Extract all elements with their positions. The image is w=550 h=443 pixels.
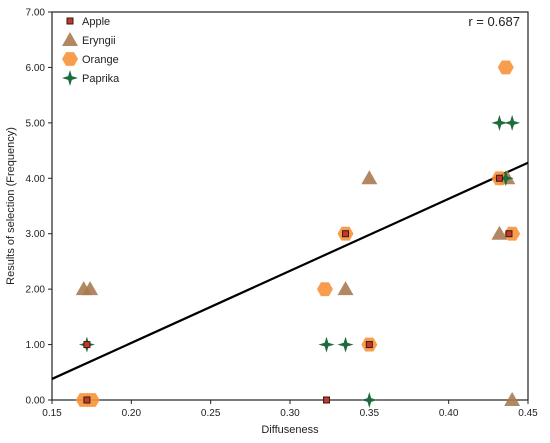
x-tick-label: 0.40	[439, 408, 459, 419]
y-axis: 0.00 1.00 2.00 3.00 4.00 5.00 6.00 7.00	[26, 8, 52, 407]
apple-point	[83, 396, 91, 404]
x-axis: 0.15 0.20 0.25 0.30 0.35 0.40 0.45	[42, 400, 538, 419]
legend-label: Paprika	[82, 73, 120, 85]
orange-point	[497, 60, 514, 75]
eryngii-point	[337, 281, 354, 296]
y-tick-label: 1.00	[26, 340, 46, 351]
orange-legend-marker	[62, 52, 78, 66]
apple-legend-marker	[66, 17, 74, 25]
y-tick-label: 2.00	[26, 285, 46, 296]
x-tick-label: 0.35	[360, 408, 380, 419]
data-points	[75, 60, 521, 408]
eryngii-point	[361, 170, 378, 185]
apple-point	[83, 341, 91, 349]
eryngii-legend-marker	[62, 32, 78, 46]
x-tick-label: 0.15	[42, 408, 62, 419]
y-axis-label: Results of selection (Frequency)	[5, 127, 17, 285]
apple-point	[495, 174, 503, 182]
y-tick-label: 6.00	[26, 63, 46, 74]
apple-point	[322, 396, 330, 404]
apple-point	[342, 230, 350, 238]
legend: Apple Eryngii Orange Paprika	[62, 16, 120, 86]
legend-label: Apple	[82, 16, 110, 28]
apple-point	[365, 341, 373, 349]
y-tick-label: 7.00	[26, 8, 46, 19]
eryngii-point	[82, 281, 99, 296]
eryngii-point	[504, 392, 521, 406]
paprika-point	[504, 114, 521, 131]
legend-label: Eryngii	[82, 35, 116, 47]
trendline	[51, 161, 529, 380]
paprika-point	[318, 336, 335, 353]
y-tick-label: 5.00	[26, 118, 46, 129]
paprika-point	[491, 114, 508, 131]
legend-label: Orange	[82, 54, 119, 66]
x-tick-label: 0.20	[122, 408, 142, 419]
y-tick-label: 4.00	[26, 174, 46, 185]
paprika-point	[337, 336, 354, 353]
paprika-legend-marker	[62, 70, 78, 86]
x-axis-label: Diffuseness	[261, 424, 319, 436]
eryngii-point	[491, 225, 508, 240]
x-tick-label: 0.30	[280, 408, 300, 419]
plot-frame	[51, 11, 529, 401]
apple-point	[505, 230, 513, 238]
y-tick-label: 3.00	[26, 229, 46, 240]
correlation-annotation: r = 0.687	[468, 14, 520, 29]
orange-point	[316, 282, 333, 297]
x-tick-label: 0.25	[201, 408, 221, 419]
x-tick-label: 0.45	[518, 408, 538, 419]
paprika-point	[361, 392, 378, 408]
y-tick-label: 0.00	[26, 396, 46, 407]
paprika-point	[497, 170, 514, 187]
